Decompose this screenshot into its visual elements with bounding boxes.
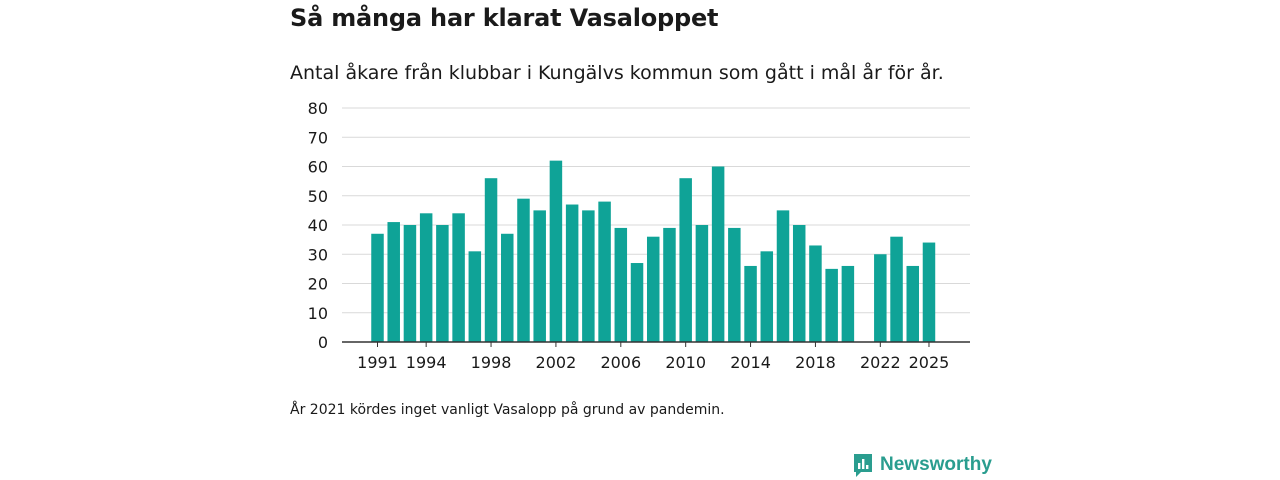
y-tick-label-80: 80 xyxy=(308,99,328,118)
x-tick-label-1998: 1998 xyxy=(471,353,512,372)
bar-2004 xyxy=(582,210,595,342)
bar-2016 xyxy=(776,210,790,342)
bar-2006 xyxy=(614,227,628,342)
y-tick-label-70: 70 xyxy=(308,128,328,147)
bar-1998 xyxy=(484,178,498,342)
bar-2009 xyxy=(663,227,676,342)
chart-title: Så många har klarat Vasaloppet xyxy=(290,4,719,32)
bar-2020 xyxy=(841,265,855,342)
bar-1999 xyxy=(501,233,514,342)
bar-2017 xyxy=(792,225,806,342)
bar-1997 xyxy=(468,251,482,342)
y-tick-label-40: 40 xyxy=(308,216,328,235)
bar-2014 xyxy=(744,265,757,342)
chart-subtitle: Antal åkare från klubbar i Kungälvs komm… xyxy=(290,62,944,84)
chart-footnote: År 2021 kördes inget vanligt Vasalopp på… xyxy=(290,402,725,418)
bar-1993 xyxy=(403,225,417,342)
bar-1992 xyxy=(387,222,400,342)
bar-2025 xyxy=(922,242,936,342)
x-tick-label-2002: 2002 xyxy=(536,353,577,372)
bar-2012 xyxy=(711,166,725,342)
y-tick-label-50: 50 xyxy=(308,187,328,206)
bar-2023 xyxy=(890,236,903,342)
x-tick-label-2010: 2010 xyxy=(665,353,706,372)
bar-2022 xyxy=(874,254,887,342)
bar-2002 xyxy=(549,160,563,342)
bar-2018 xyxy=(809,245,822,342)
bar-2015 xyxy=(760,251,774,342)
bar-2019 xyxy=(825,268,838,342)
bar-1995 xyxy=(436,225,449,342)
bar-2010 xyxy=(679,178,692,342)
bar-2000 xyxy=(517,198,530,342)
bar-1991 xyxy=(371,233,384,342)
x-tick-label-1994: 1994 xyxy=(406,353,447,372)
bar-2003 xyxy=(565,204,579,342)
y-tick-label-30: 30 xyxy=(308,245,328,264)
y-tick-label-0: 0 xyxy=(318,333,328,352)
bar-2001 xyxy=(533,210,546,342)
bar-1994 xyxy=(419,213,433,342)
x-tick-label-2022: 2022 xyxy=(860,353,901,372)
brand-name: Newsworthy xyxy=(880,454,992,475)
bar-2011 xyxy=(695,225,709,342)
newsworthy-brand[interactable]: Newsworthy xyxy=(852,452,992,478)
x-tick-label-2006: 2006 xyxy=(600,353,641,372)
bar-2008 xyxy=(646,236,660,342)
bar-2007 xyxy=(630,263,644,342)
x-tick-label-2014: 2014 xyxy=(730,353,771,372)
y-tick-label-10: 10 xyxy=(308,304,328,323)
x-tick-label-1991: 1991 xyxy=(357,353,398,372)
bar-chart: 0 10 20 30 40 50 60 70 80 1991 1994 1998 2002 2006 201… xyxy=(308,99,970,372)
bar-2013 xyxy=(728,227,741,342)
bar-2005 xyxy=(598,201,611,342)
y-tick-label-20: 20 xyxy=(308,275,328,294)
y-tick-label-60: 60 xyxy=(308,158,328,177)
x-tick-label-2018: 2018 xyxy=(795,353,836,372)
newsworthy-logo-icon xyxy=(854,454,872,477)
x-tick-label-2025: 2025 xyxy=(909,353,950,372)
bar-2024 xyxy=(906,265,920,342)
bar-1996 xyxy=(452,213,465,342)
